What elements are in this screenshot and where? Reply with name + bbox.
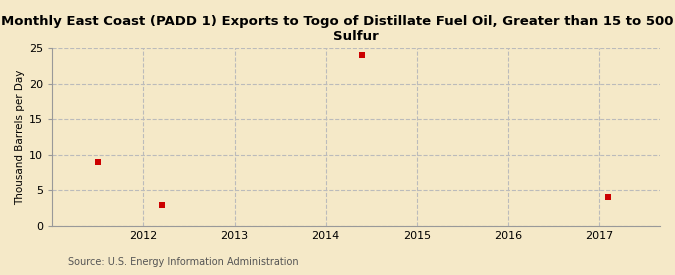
Point	[156, 202, 167, 207]
Point	[603, 195, 614, 200]
Text: Source: U.S. Energy Information Administration: Source: U.S. Energy Information Administ…	[68, 257, 298, 267]
Point	[92, 160, 103, 164]
Point	[356, 53, 367, 58]
Title: Monthly East Coast (PADD 1) Exports to Togo of Distillate Fuel Oil, Greater than: Monthly East Coast (PADD 1) Exports to T…	[1, 15, 675, 43]
Y-axis label: Thousand Barrels per Day: Thousand Barrels per Day	[15, 69, 25, 205]
